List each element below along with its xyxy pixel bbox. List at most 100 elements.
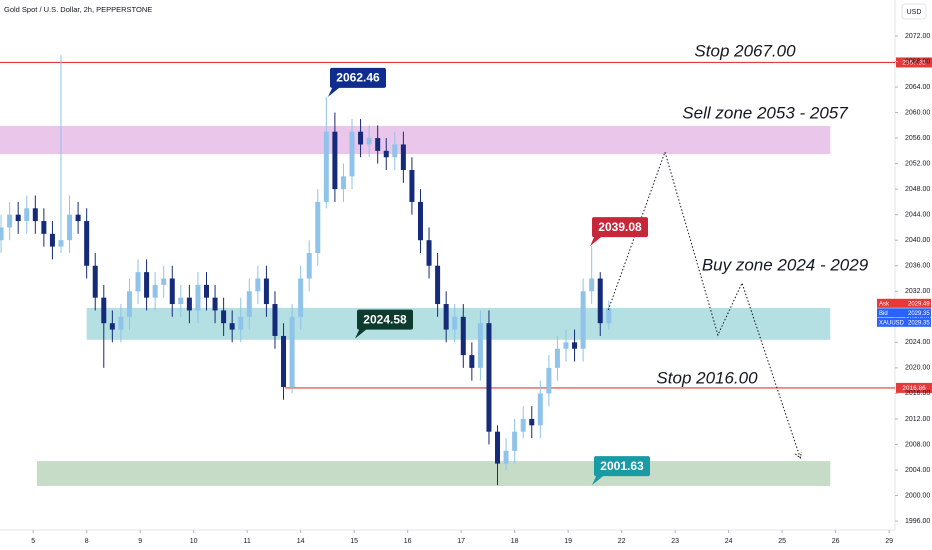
zone [86, 307, 831, 340]
x-tick-label: 19 [564, 538, 572, 545]
callout-box [592, 217, 648, 238]
zone [0, 125, 831, 155]
candle-body [281, 335, 287, 388]
x-tick-label: 15 [350, 538, 358, 545]
candle-body [495, 431, 501, 464]
projection-path [607, 150, 801, 459]
candle-body [135, 272, 141, 292]
y-tick-label: 2032.00 [905, 288, 930, 295]
annotation: Sell zone 2053 - 2057 [682, 103, 848, 122]
candle-body [512, 431, 518, 451]
callout-label: 2062.46 [336, 71, 380, 85]
candle-body [554, 348, 560, 368]
candle-body [195, 284, 201, 311]
level-badge [896, 382, 932, 393]
x-tick-label: 25 [778, 538, 786, 545]
candle-body [298, 278, 304, 317]
candle-body [443, 304, 449, 330]
x-tick-label: 16 [404, 538, 412, 545]
candle-body [24, 208, 30, 222]
annotation: Stop 2067.00 [694, 41, 796, 60]
candle-body [92, 265, 98, 298]
candle-body [349, 131, 355, 177]
y-tick-label: 2068.00 [905, 58, 930, 65]
quote-label: 2029.49 [908, 301, 930, 307]
y-tick-label: 2016.00 [905, 390, 930, 397]
candle-body [255, 278, 261, 292]
candle-body [238, 316, 244, 330]
candle-body [606, 308, 612, 324]
candle-body [400, 144, 406, 170]
y-tick-label: 2072.00 [905, 33, 930, 40]
callout-box [594, 456, 650, 477]
level-badge [896, 57, 932, 68]
candle-body [597, 278, 603, 324]
candle-body [520, 418, 526, 432]
candle-body [0, 227, 4, 241]
candle-body [152, 284, 158, 298]
quote-name: XAUUSD [879, 320, 905, 326]
plot-area [0, 55, 895, 486]
candle-body [460, 316, 466, 356]
level-label: 2067.85 [902, 60, 926, 67]
callout-label: 2001.63 [600, 459, 644, 473]
candle-body [358, 131, 364, 145]
candle-body [263, 278, 269, 305]
quote-badge [877, 308, 931, 318]
x-tick-label: 10 [190, 538, 198, 545]
candle-body [332, 131, 338, 190]
candle-body [212, 297, 218, 311]
candle-body [477, 323, 483, 368]
candle-body [229, 323, 235, 330]
callout-label: 2024.58 [363, 312, 407, 326]
candle-body [58, 240, 64, 247]
quote-badge [877, 317, 931, 327]
candle-body [75, 214, 81, 222]
x-tick-label: 23 [671, 538, 679, 545]
candle-body [537, 393, 543, 426]
candle-body [486, 323, 492, 432]
candle-body [572, 342, 578, 349]
y-tick-label: 2008.00 [905, 441, 930, 448]
candle-body [529, 418, 535, 426]
quote-badge [877, 298, 931, 308]
y-tick-label: 2056.00 [905, 135, 930, 142]
candle-body [383, 150, 389, 158]
candle-body [375, 138, 381, 151]
candle-body [417, 201, 423, 241]
x-tick-label: 17 [457, 538, 465, 545]
y-tick-label: 2004.00 [905, 467, 930, 474]
quote-name: Ask [879, 301, 890, 307]
candle-body [186, 297, 192, 311]
candle-body [84, 221, 90, 266]
x-tick-label: 22 [618, 538, 626, 545]
candle-body [67, 214, 73, 241]
y-tick-label: 2036.00 [905, 263, 930, 270]
quote-name: Bid [879, 311, 888, 317]
candle-body [41, 221, 47, 234]
x-tick-label: 9 [138, 538, 142, 545]
x-tick-label: 26 [832, 538, 840, 545]
candle-body [392, 144, 398, 158]
callout-label: 2039.08 [598, 220, 642, 234]
candle-body [306, 252, 312, 279]
candle-body [435, 265, 441, 305]
candle-body [469, 355, 475, 368]
projection-arrow [794, 451, 802, 459]
candle-body [178, 297, 184, 305]
quote-label: 2029.35 [908, 320, 930, 326]
candle-body [580, 291, 586, 349]
x-tick-label: 11 [244, 538, 251, 545]
candle-body [7, 214, 13, 228]
currency[interactable]: USD [907, 9, 922, 16]
x-tick-label: 29 [885, 538, 893, 545]
candle-body [101, 297, 107, 324]
candle-body [323, 131, 329, 202]
x-tick-label: 24 [725, 538, 733, 545]
y-tick-label: 2024.00 [905, 339, 930, 346]
y-tick-label: 2048.00 [905, 186, 930, 193]
y-tick-label: 2044.00 [905, 212, 930, 219]
currency-button[interactable] [901, 3, 927, 20]
candle-body [503, 450, 509, 464]
